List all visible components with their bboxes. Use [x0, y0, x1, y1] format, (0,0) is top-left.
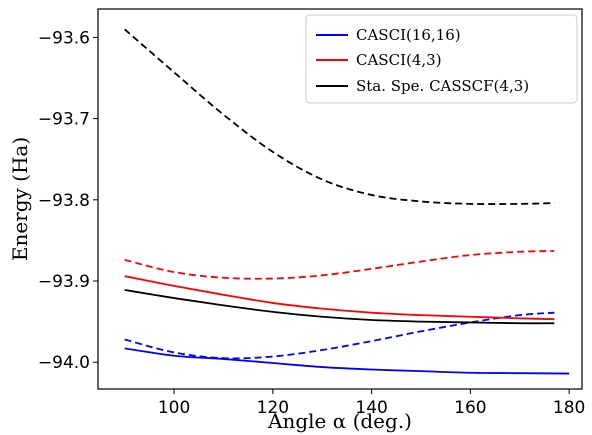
legend-label-casscf-4-3: Sta. Spe. CASSCF(4,3) — [356, 77, 529, 95]
series-line-casci-4-3-solid — [124, 275, 555, 321]
legend-label-casci-16-16: CASCI(16,16) — [356, 26, 461, 44]
y-axis-title: Energy (Ha) — [8, 137, 32, 261]
y-tick-label: −94.0 — [38, 353, 90, 373]
series-line-casscf-4-3-dashed — [124, 28, 555, 205]
x-ticks: 100 120 140 160 180 — [158, 389, 585, 418]
series-line-casci-16-16-solid — [124, 347, 570, 375]
x-axis-title: Angle α (deg.) — [267, 409, 412, 433]
y-ticks: −94.0 −93.9 −93.8 −93.7 −93.6 — [38, 28, 98, 373]
x-tick-label: 120 — [257, 398, 289, 418]
series-line-casci-16-16-dashed — [124, 311, 555, 360]
y-tick-label: −93.8 — [38, 191, 90, 211]
x-tick-label: 160 — [454, 398, 486, 418]
series-line-casscf-4-3-solid — [124, 289, 555, 325]
legend-box — [305, 14, 578, 104]
y-tick-label: −93.6 — [38, 28, 90, 48]
series-layer — [124, 28, 570, 375]
x-tick-label: 100 — [158, 398, 190, 418]
plot-frame — [97, 8, 583, 390]
series-line-casci-4-3-dashed — [124, 250, 555, 280]
x-tick-label: 180 — [553, 398, 585, 418]
y-tick-label: −93.7 — [38, 110, 90, 130]
legend: CASCI(16,16) CASCI(4,3) Sta. Spe. CASSCF… — [305, 14, 578, 104]
y-tick-label: −93.9 — [38, 272, 90, 292]
x-tick-label: 140 — [355, 398, 387, 418]
legend-label-casci-4-3: CASCI(4,3) — [356, 51, 442, 69]
